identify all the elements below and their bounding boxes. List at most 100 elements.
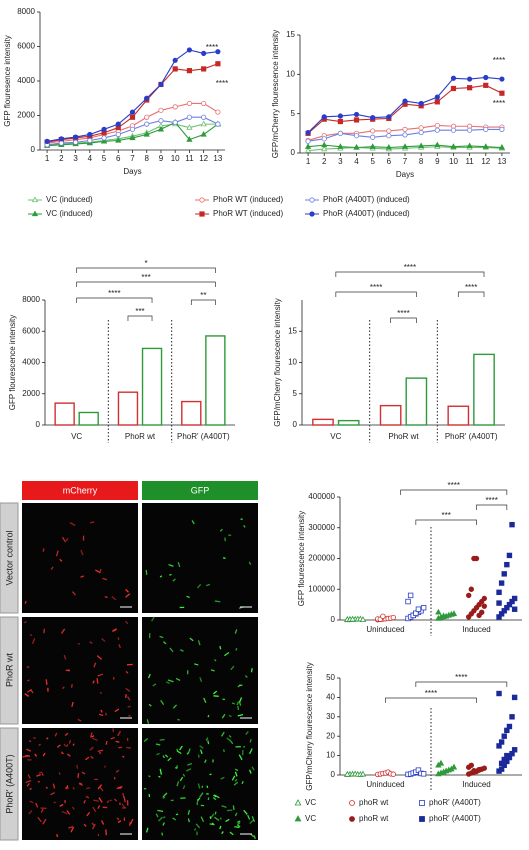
cell	[169, 647, 174, 653]
data-point	[101, 135, 107, 141]
data-point	[509, 714, 515, 720]
x-tick-label: 9	[435, 157, 440, 166]
legend-marker	[31, 210, 39, 217]
cell	[38, 743, 41, 746]
y-tick-label: 2000	[22, 389, 40, 398]
data-point	[420, 771, 427, 777]
cell	[91, 737, 98, 741]
cell	[238, 754, 243, 761]
cell	[248, 748, 253, 755]
cell	[187, 762, 193, 766]
cell	[38, 771, 43, 774]
x-tick-label: 5	[370, 157, 375, 166]
data-point	[496, 690, 502, 697]
cell	[164, 754, 169, 758]
data-point	[476, 766, 482, 773]
data-point	[501, 571, 507, 577]
x-tick-label: 7	[403, 157, 408, 166]
data-point	[186, 100, 193, 107]
data-point	[200, 131, 207, 137]
data-point	[434, 122, 440, 129]
data-point	[158, 107, 164, 113]
x-tick-label: 9	[159, 154, 164, 163]
significance-label: ****	[108, 289, 120, 298]
data-point	[418, 129, 424, 136]
data-point	[215, 61, 221, 67]
y-tick-label: 5	[291, 109, 296, 118]
cell	[97, 805, 101, 809]
y-axis-label: GFP/mCherry flourescence intensity	[271, 30, 280, 159]
x-tick-label: 5	[102, 154, 107, 163]
significance-label: ****	[465, 283, 477, 292]
data-point	[390, 771, 396, 777]
x-tick-label: 11	[465, 157, 474, 166]
data-point	[172, 104, 178, 110]
x-tick-label: 1	[306, 157, 311, 166]
legend-marker	[294, 815, 302, 822]
cell	[116, 817, 120, 821]
cell	[159, 635, 164, 639]
cell	[214, 811, 217, 815]
cell	[158, 775, 161, 778]
data-point	[481, 595, 487, 602]
significance-label: ****	[485, 496, 497, 505]
cell	[253, 835, 256, 840]
cell	[197, 783, 201, 789]
cell	[64, 732, 69, 737]
cell	[221, 831, 224, 835]
row-label: Vector control	[4, 530, 14, 585]
data-point	[157, 125, 165, 132]
cell	[97, 673, 104, 677]
data-point	[100, 137, 108, 144]
cell	[151, 616, 155, 622]
cell	[61, 536, 67, 543]
cell	[63, 743, 67, 747]
cell	[225, 818, 230, 823]
cell	[206, 785, 209, 789]
cell	[113, 798, 118, 802]
x-tick-label: VC	[71, 432, 82, 441]
y-tick-label: 0	[31, 145, 36, 154]
cell	[234, 771, 238, 777]
cell	[27, 774, 31, 779]
cell	[70, 826, 75, 833]
cell	[104, 595, 108, 599]
significance-bracket	[190, 299, 216, 305]
significance-label: ***	[441, 511, 450, 520]
data-point	[353, 133, 360, 139]
micrograph	[22, 617, 138, 724]
cell	[209, 823, 215, 826]
y-tick-label: 4000	[22, 358, 40, 367]
cell	[117, 730, 122, 737]
cell	[207, 714, 210, 718]
data-point	[386, 133, 392, 139]
cell	[105, 712, 107, 716]
y-tick-label: 2000	[17, 111, 35, 120]
x-axis-label: Days	[123, 167, 141, 176]
cell	[62, 686, 65, 690]
cell	[214, 600, 221, 603]
cell	[66, 810, 71, 815]
cell	[81, 771, 86, 775]
legend-label: phoR' (A400T)	[429, 814, 481, 823]
cell	[96, 655, 103, 660]
significance-label: ****	[370, 283, 382, 292]
cell	[200, 816, 205, 823]
cell	[195, 823, 201, 829]
cell	[41, 772, 44, 776]
y-tick-label: 10	[286, 69, 295, 78]
cell	[100, 820, 105, 825]
cell	[169, 573, 172, 576]
cell	[251, 816, 256, 822]
data-point	[158, 81, 164, 88]
data-point	[101, 126, 107, 132]
cell	[226, 737, 230, 741]
data-point	[511, 747, 518, 753]
data-point	[337, 118, 343, 125]
cell	[78, 782, 84, 787]
x-tick-label: 1	[45, 154, 50, 163]
cell	[116, 785, 123, 790]
y-axis-label: GFP/mCherry flourescence intensity	[273, 298, 282, 427]
data-point	[304, 143, 312, 149]
